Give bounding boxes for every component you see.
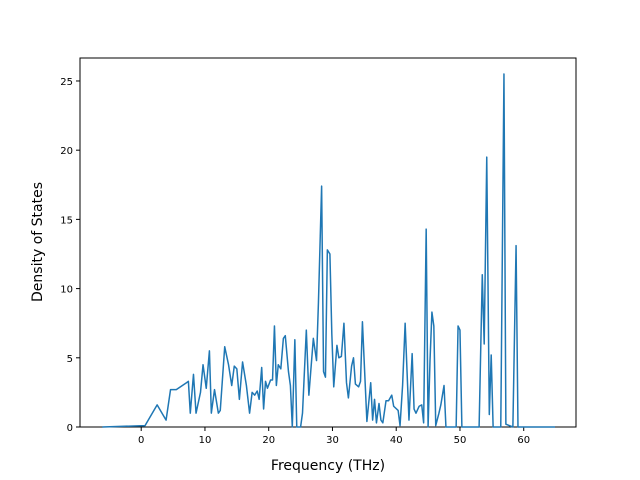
y-tick-label: 5	[67, 354, 73, 365]
x-tick-label: 0	[138, 435, 144, 446]
y-tick-label: 0	[67, 423, 73, 434]
y-axis-label: Density of States	[30, 182, 46, 302]
x-tick-label: 30	[326, 435, 339, 446]
y-tick-label: 15	[60, 215, 73, 226]
data-line	[102, 73, 555, 428]
plot-frame	[79, 57, 577, 428]
x-tick-label: 50	[454, 435, 467, 446]
x-tick-label: 60	[517, 435, 530, 446]
x-tick-label: 10	[199, 435, 212, 446]
y-tick-label: 25	[60, 77, 73, 88]
y-tick-label: 20	[60, 146, 73, 157]
y-tick-label: 10	[60, 285, 73, 296]
x-tick-label: 40	[390, 435, 403, 446]
x-axis-label: Frequency (THz)	[271, 458, 385, 474]
x-tick-label: 20	[262, 435, 275, 446]
